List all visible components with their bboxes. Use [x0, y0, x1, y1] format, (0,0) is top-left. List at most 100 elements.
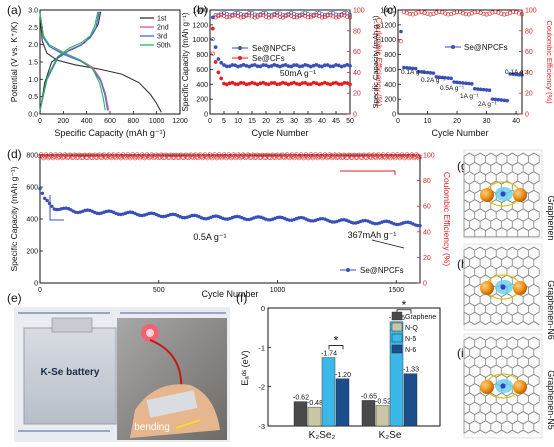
chart-d-legend-label: Se@NPCFs — [360, 266, 404, 275]
chart-b-ce-Se@CFs-20 — [263, 14, 268, 19]
structure-label-i: Graphenen-N5 — [546, 370, 554, 430]
chart-f-legend-label-2: N-5 — [405, 336, 416, 343]
chart-d-ce-785 — [224, 155, 229, 161]
chart-f: 0-1-2-3 -0.62-0.48-1.74-1.20K₂Se₂*-0.65-… — [240, 298, 441, 441]
chart-f-star-0: * — [334, 334, 339, 348]
chart-d-ce-1590 — [415, 153, 420, 158]
chart-d-ce-845 — [238, 155, 243, 161]
chart-b-ce-Se@CFs-1 — [210, 51, 215, 56]
chart-d-ce-270 — [101, 152, 107, 157]
chart-b-ce-Se@CFs-4 — [219, 12, 224, 17]
chart-d-ce-45 — [48, 152, 53, 157]
chart-c-ytick-label-0: 0 — [392, 112, 396, 119]
chart-c-point-1 — [399, 29, 403, 34]
chart-f-value-label-1-0: -0.65 — [361, 393, 377, 400]
chart-d-ce-565 — [171, 155, 177, 160]
lattice-bond — [506, 429, 518, 434]
chart-a-line-50th-charge — [39, 11, 99, 111]
chart-f-value-label-0-1: -0.48 — [307, 400, 323, 407]
chart-d-point-10 — [40, 191, 45, 195]
chart-d-ce-1170 — [315, 155, 321, 161]
chart-c-ce-11 — [428, 12, 433, 17]
chart-c-ce-21 — [457, 9, 463, 15]
chart-d-ce-255 — [98, 154, 103, 160]
lattice-bond — [474, 321, 486, 325]
chart-c-ce-4 — [407, 11, 412, 17]
chart-a: 0 200 400 600 800 1000 1200 0.0 0.5 1.0 1.5 2.0 2.5 3… — [9, 8, 188, 139]
chart-d-ce-990 — [272, 155, 278, 161]
chart-b-ce-Se@CFs-11 — [238, 15, 243, 20]
chart-d-ce-285 — [105, 153, 110, 158]
chart-d-ce-1245 — [333, 153, 338, 158]
chart-c-rate-label-2: 0.5A g⁻¹ — [440, 85, 465, 92]
chart-b-xtick-label-1: 5 — [222, 118, 226, 125]
chart-c-point-16 — [443, 75, 448, 80]
chart-d-ce-920 — [256, 152, 261, 158]
chart-d-ce-305 — [110, 153, 115, 158]
chart-c-ce-39 — [511, 9, 516, 15]
chart-d-ce-650 — [192, 153, 197, 158]
chart-d-ce-500 — [156, 155, 161, 161]
chart-b-ce-Se@CFs-6 — [224, 15, 229, 20]
chart-d-ce-1025 — [281, 154, 286, 160]
chart-d-ce-605 — [181, 155, 186, 160]
chart-d-ce-1160 — [313, 152, 318, 157]
chart-d-ce-1480 — [389, 153, 394, 159]
chart-d-ce-485 — [152, 154, 158, 160]
chart-b-ce-Se@NPCFs-4 — [219, 11, 224, 16]
chart-d-ce-1450 — [382, 154, 387, 159]
chart-b-y2tick-label-4: 80 — [353, 28, 361, 35]
chart-c-ce-1 — [398, 39, 404, 44]
structure-label-g: Graphenen — [546, 195, 554, 240]
chart-b-ytick-label-5: 1000 — [192, 37, 208, 44]
photo-battery-label: K-Se battery — [41, 367, 100, 378]
chart-c-point-24 — [467, 81, 471, 86]
chart-d-ce-1015 — [278, 153, 284, 158]
potassium-atom-left-i — [480, 380, 494, 394]
chart-a-legend-label-1: 2nd — [157, 25, 169, 32]
chart-c-point-22 — [461, 81, 465, 85]
lattice-bond — [463, 429, 475, 434]
chart-b-point-Se@NPCFs-50 — [348, 63, 352, 68]
chart-d-ytick-label-4: 800 — [26, 153, 38, 160]
chart-b-ce-Se@CFs-21 — [266, 15, 271, 20]
battery-pouch — [23, 327, 117, 425]
lattice-bond — [474, 429, 486, 434]
chart-b-ce-Se@NPCFs-36 — [308, 13, 313, 18]
photo-battery: K-Se battery bending — [14, 307, 230, 442]
chart-d-ce-315 — [112, 154, 118, 159]
chart-c-ce-26 — [472, 10, 477, 15]
chart-b-ce-Se@CFs-50 — [347, 15, 352, 20]
structure-panel-i — [463, 333, 543, 439]
chart-d-ce-970 — [268, 155, 273, 160]
chart-d-ce-1180 — [318, 152, 323, 157]
chart-a-ytick-label-6: 3.0 — [28, 8, 38, 15]
chart-c-xlabel: Cycle Number — [431, 128, 488, 138]
chart-d-ce-25 — [43, 152, 49, 157]
chart-b-legend-swatch-dot-0 — [238, 46, 242, 50]
chart-d-ce-185 — [81, 152, 87, 158]
potassium-atom-left-g — [480, 188, 494, 202]
chart-d-ce-630 — [187, 153, 192, 158]
chart-c-y2tick-label-2: 40 — [525, 70, 533, 77]
chart-d-ce-865 — [243, 155, 248, 161]
chart-c-ytick-label-5: 1000 — [380, 37, 396, 44]
chart-d-ce-660 — [194, 154, 199, 160]
chart-b-ce-Se@NPCFs-31 — [294, 13, 299, 18]
chart-b-ce-Se@NPCFs-12 — [241, 13, 246, 18]
chart-b-ce-Se@CFs-49 — [345, 14, 350, 19]
chart-b-ce-Se@NPCFs-7 — [227, 13, 232, 18]
chart-c-xtick-label-4: 40 — [512, 118, 520, 125]
chart-f-bracket-0 — [328, 345, 344, 350]
chart-d-point-1050 — [287, 218, 292, 222]
chart-d-ce-670 — [196, 153, 202, 158]
chart-d-ce-640 — [189, 154, 195, 160]
chart-f-bracket-1 — [396, 309, 412, 314]
chart-f-bar-1-0 — [361, 400, 376, 427]
chart-b-xtick-label-7: 35 — [304, 118, 312, 125]
chart-d-ce-795 — [226, 152, 232, 157]
chart-d-annotation-rate: 0.5A g⁻¹ — [193, 232, 226, 242]
chart-d-y2tick-label-2: 40 — [423, 229, 431, 236]
chart-b-y2tick-label-3: 60 — [353, 49, 361, 56]
